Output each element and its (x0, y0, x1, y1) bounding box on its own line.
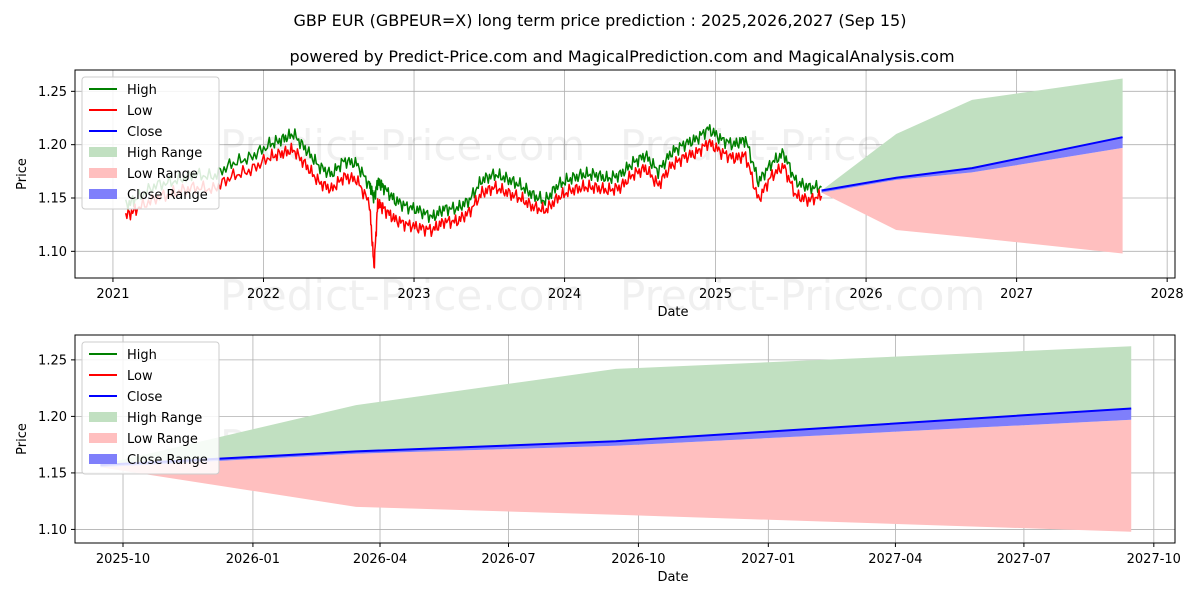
bottom-y-axis-label: Price (15, 423, 30, 455)
top-y-tick-label: 1.15 (38, 192, 67, 207)
bottom-x-tick-label: 2026-01 (226, 552, 280, 567)
low-series-line (124, 138, 823, 269)
bottom-x-tick-label: 2026-10 (611, 552, 665, 567)
bottom-x-tick-label: 2026-04 (353, 552, 407, 567)
top-x-tick-label: 2024 (548, 287, 581, 302)
top-close-series-line (821, 136, 1123, 192)
bottom-x-tick-label: 2027-10 (1127, 552, 1181, 567)
top-x-tick-label: 2028 (1151, 287, 1184, 302)
chart-title: GBP EUR (GBPEUR=X) long term price predi… (294, 11, 907, 30)
top-legend-label: Close Range (127, 188, 208, 203)
top-x-tick-label: 2027 (1000, 287, 1033, 302)
bottom-legend-swatch (89, 454, 117, 464)
chart-subtitle: powered by Predict-Price.com and Magical… (289, 47, 954, 66)
watermark-text: Predict-Price.com (220, 271, 585, 320)
top-legend-swatch (89, 168, 117, 178)
top-y-tick-label: 1.10 (38, 245, 67, 260)
bottom-legend-label: Low (127, 369, 153, 384)
bottom-y-tick-label: 1.15 (38, 466, 67, 481)
bottom-x-tick-label: 2025-10 (96, 552, 150, 567)
top-x-tick-label: 2022 (247, 287, 280, 302)
bottom-close-series-line (100, 407, 1132, 466)
top-y-axis-label: Price (15, 158, 30, 190)
bottom-axes-frame (74, 334, 1176, 544)
top-legend-label: Low (127, 104, 153, 119)
bottom-legend-label: High Range (127, 411, 202, 426)
top-legend-swatch (89, 147, 117, 157)
bottom-legend-label: Close (127, 390, 162, 405)
watermark-text: Predict-Price.com (620, 271, 985, 320)
bottom-high-range-area (100, 346, 1132, 465)
top-low-range-area (821, 147, 1123, 254)
bottom-low-range-area (100, 419, 1132, 532)
top-close-range-area (821, 137, 1123, 193)
bottom-x-axis-label: Date (657, 570, 688, 585)
top-legend-label: Low Range (127, 167, 198, 182)
bottom-close-range-area (100, 408, 1132, 468)
high-series-line (124, 124, 822, 224)
top-y-tick-label: 1.20 (38, 138, 67, 153)
bottom-x-tick-label: 2027-07 (997, 552, 1051, 567)
bottom-legend-swatch (89, 412, 117, 422)
bottom-y-tick-label: 1.25 (38, 353, 67, 368)
top-x-axis-label: Date (657, 305, 688, 320)
bottom-panel: Predict-Price.comPredict-Price.com2025-1… (15, 334, 1181, 585)
bottom-legend-label: High (127, 348, 157, 363)
top-panel: Predict-Price.com Predict-Price.comPredic… (15, 69, 1184, 320)
bottom-legend-label: Close Range (127, 453, 208, 468)
bottom-x-tick-label: 2027-04 (868, 552, 922, 567)
bottom-x-tick-label: 2027-01 (741, 552, 795, 567)
top-x-tick-label: 2023 (397, 287, 430, 302)
top-x-tick-label: 2026 (850, 287, 883, 302)
bottom-legend-label: Low Range (127, 432, 198, 447)
top-legend-label: Close (127, 125, 162, 140)
bottom-legend-swatch (89, 433, 117, 443)
top-high-range-area (821, 78, 1123, 191)
top-y-tick-label: 1.25 (38, 85, 67, 100)
top-x-tick-label: 2021 (96, 287, 129, 302)
bottom-x-tick-label: 2026-07 (481, 552, 535, 567)
top-x-tick-label: 2025 (699, 287, 732, 302)
bottom-y-tick-label: 1.10 (38, 523, 67, 538)
top-axes-frame (74, 69, 1176, 279)
top-legend-swatch (89, 189, 117, 199)
bottom-y-tick-label: 1.20 (38, 410, 67, 425)
top-legend-label: High Range (127, 146, 202, 161)
top-legend-label: High (127, 83, 157, 98)
